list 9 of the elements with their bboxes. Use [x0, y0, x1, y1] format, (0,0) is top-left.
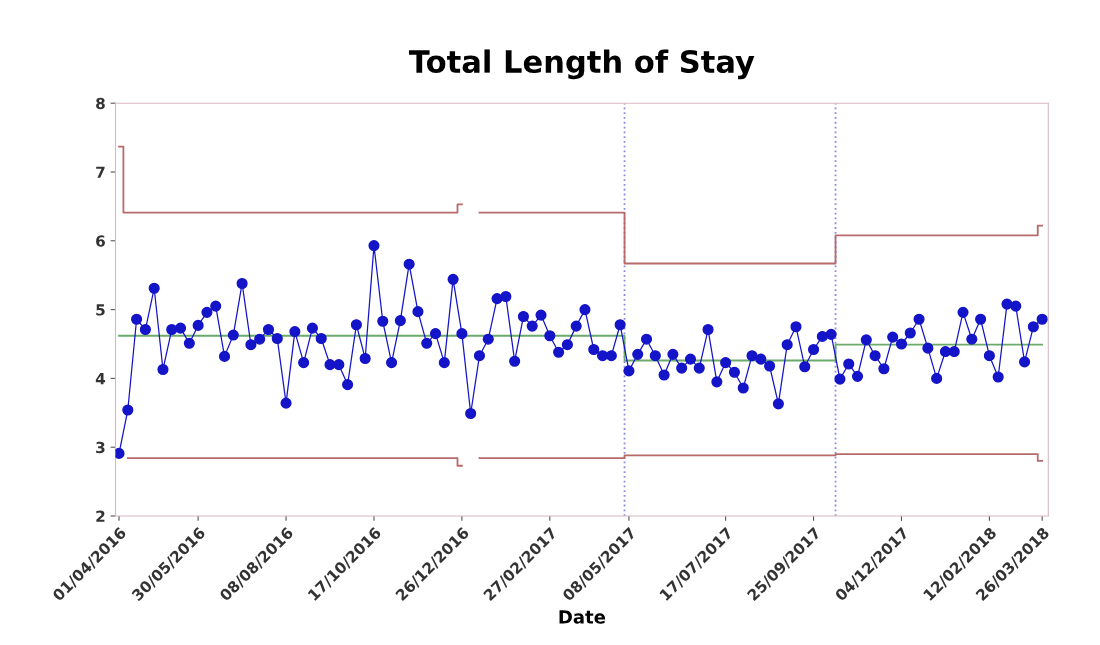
- chart-title: Total Length of Stay: [409, 49, 755, 80]
- y-tick-label: 5: [96, 304, 105, 316]
- y-tick-label: 2: [96, 510, 105, 522]
- y-tick-label: 3: [96, 441, 105, 454]
- y-tick-label: 8: [96, 97, 105, 110]
- y-tick-label: 6: [96, 235, 105, 247]
- x-axis-title: Date: [559, 610, 606, 624]
- y-tick-label: 4: [95, 373, 106, 385]
- y-tick-label: 7: [96, 166, 105, 178]
